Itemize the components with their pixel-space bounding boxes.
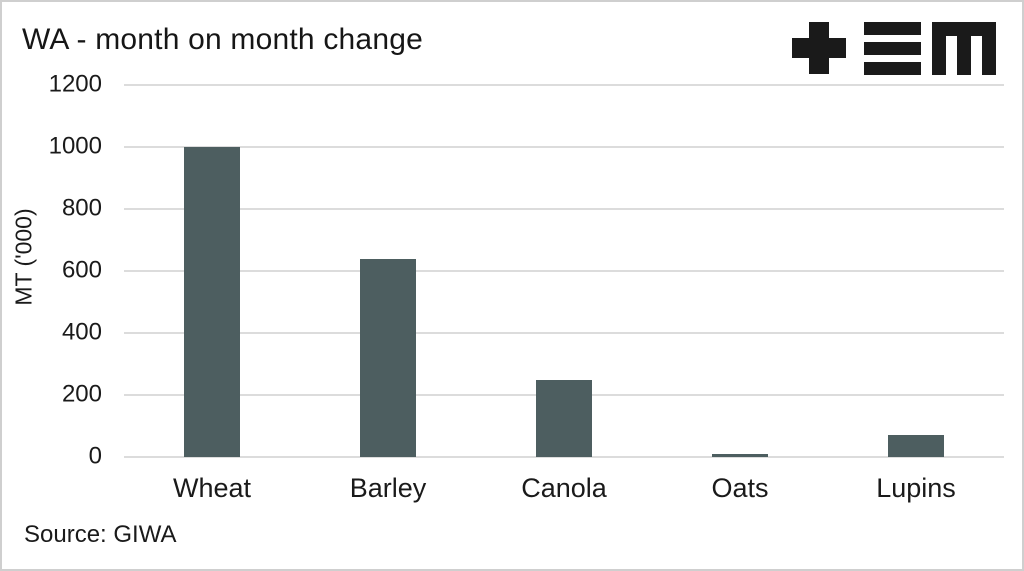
plus-icon [792, 22, 846, 74]
y-tick-label-200: 200 [61, 380, 102, 408]
bar-barley [360, 258, 416, 457]
plot-area: 0 200 400 600 800 1000 1200 Wheat Barley Canola Oa… [49, 70, 1004, 503]
gridline-400 [124, 332, 1004, 334]
bar-wheat [184, 147, 240, 457]
x-label-wheat: Wheat [172, 473, 252, 503]
x-label-lupins: Lupins [876, 473, 956, 503]
bar-canola [536, 379, 592, 457]
m-mark-icon [932, 22, 996, 75]
gridline-1000 [124, 146, 1004, 148]
bar-lupins [888, 435, 944, 457]
y-axis-label: MT ('000) [10, 208, 37, 306]
chart-title: WA - month on month change [22, 23, 423, 56]
gridline-800 [124, 208, 1004, 210]
y-tick-label-0: 0 [88, 442, 102, 470]
gridline-600 [124, 270, 1004, 272]
y-tick-label-800: 800 [61, 194, 102, 222]
y-tick-label-600: 600 [61, 256, 102, 284]
gridline-1200 [124, 84, 1004, 86]
y-tick-label-400: 400 [61, 318, 102, 346]
triple-bar-icon [864, 22, 921, 75]
bar-oats [712, 453, 768, 457]
tem-logo [792, 22, 996, 75]
y-tick-label-1000: 1000 [48, 132, 102, 160]
x-label-canola: Canola [521, 473, 607, 503]
x-label-oats: Oats [711, 473, 769, 503]
y-tick-label-1200: 1200 [48, 70, 102, 98]
gridline-0 [124, 456, 1004, 458]
x-label-barley: Barley [349, 473, 427, 503]
source-note: Source: GIWA [24, 521, 177, 548]
